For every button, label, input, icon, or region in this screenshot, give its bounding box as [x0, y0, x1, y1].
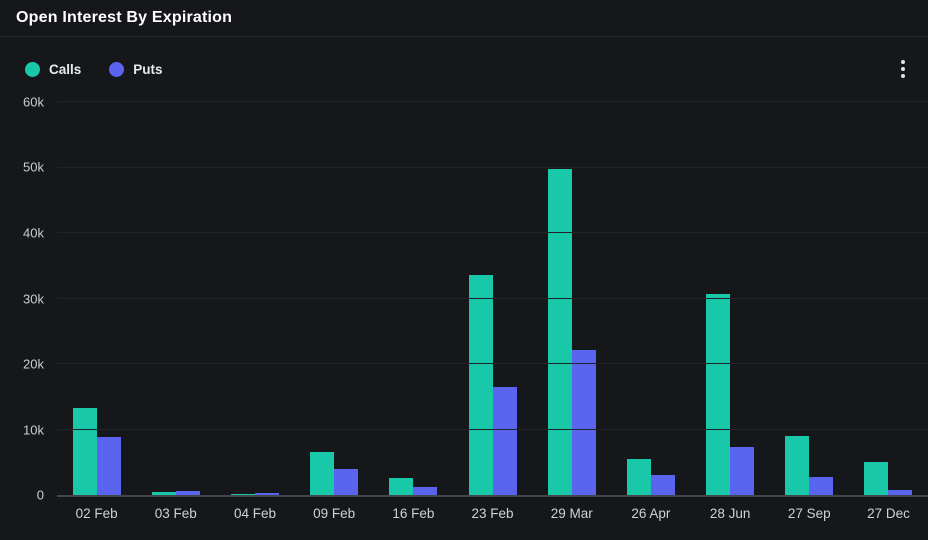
gridline-40k	[57, 232, 928, 234]
bars-layer	[57, 102, 928, 495]
bar-puts[interactable]	[650, 474, 675, 495]
bar-calls[interactable]	[626, 458, 651, 495]
bar-group-27-sep	[770, 102, 849, 495]
kebab-menu-icon[interactable]	[892, 56, 914, 82]
bar-puts[interactable]	[96, 437, 121, 495]
y-axis-tick-label: 40k	[23, 225, 44, 241]
bar-puts[interactable]	[334, 468, 359, 495]
bar-calls[interactable]	[785, 436, 810, 495]
bar-group-26-apr	[611, 102, 690, 495]
bar-puts[interactable]	[730, 447, 755, 495]
bar-puts[interactable]	[809, 477, 834, 495]
legend-item-puts[interactable]: Puts	[109, 61, 163, 77]
gridline-30k	[57, 297, 928, 299]
bar-puts[interactable]	[492, 386, 517, 495]
y-axis-tick-label: 0	[36, 487, 44, 503]
bar-puts[interactable]	[413, 486, 438, 495]
gridline-50k	[57, 166, 928, 168]
x-axis-label: 09 Feb	[313, 506, 356, 521]
bar-group-16-feb	[374, 102, 453, 495]
bar-calls[interactable]	[864, 461, 889, 495]
gridline-20k	[57, 363, 928, 365]
bar-group-27-dec	[849, 102, 928, 495]
bar-puts[interactable]	[175, 491, 200, 495]
y-axis-tick-label: 60k	[23, 94, 44, 110]
bar-calls[interactable]	[151, 492, 176, 495]
gridline-60k	[57, 101, 928, 102]
x-axis-label: 23 Feb	[471, 506, 514, 521]
puts-series-dot-icon	[109, 61, 125, 77]
legend-label: Puts	[133, 61, 163, 77]
page-title: Open Interest By Expiration	[16, 9, 233, 26]
panel-header: Open Interest By Expiration	[0, 0, 928, 37]
plot-area: 0 10k 20k 30k 40k 50k 60k	[23, 95, 928, 503]
bar-calls[interactable]	[547, 169, 572, 495]
x-axis-label: 26 Apr	[631, 506, 671, 521]
legend-item-calls[interactable]: Calls	[25, 61, 82, 77]
calls-series-dot-icon	[25, 61, 40, 77]
x-axis-label: 03 Feb	[154, 506, 197, 521]
bar-group-09-feb	[295, 102, 374, 495]
y-axis-tick-label: 10k	[23, 422, 44, 437]
bar-puts[interactable]	[888, 490, 913, 495]
bar-group-04-feb	[215, 102, 294, 495]
x-axis-label: 04 Feb	[233, 506, 276, 521]
legend-label: Calls	[49, 61, 82, 77]
y-axis-tick-label: 30k	[23, 291, 44, 306]
bar-calls[interactable]	[389, 477, 414, 495]
x-axis-label: 28 Jun	[709, 506, 751, 521]
y-axis-tick-label: 20k	[23, 356, 44, 372]
chart-toolbar: Calls Puts	[0, 53, 928, 85]
x-axis-label: 16 Feb	[392, 506, 435, 521]
x-axis-label: 02 Feb	[75, 506, 118, 521]
x-axis-label: 29 Mar	[550, 506, 593, 521]
bar-group-03-feb	[136, 102, 215, 495]
chart-legend: Calls Puts	[25, 61, 163, 77]
bar-calls[interactable]	[310, 452, 335, 495]
bar-group-28-jun	[691, 102, 770, 495]
bar-group-23-feb	[453, 102, 532, 495]
bar-puts[interactable]	[254, 493, 279, 495]
bar-calls[interactable]	[468, 274, 493, 495]
bar-calls[interactable]	[230, 494, 255, 495]
gridline-10k	[57, 428, 928, 430]
x-axis: 02 Feb 03 Feb 04 Feb 09 Feb 16 Feb 23 Feb 29 M…	[57, 497, 928, 521]
bar-puts[interactable]	[571, 350, 596, 495]
bar-calls[interactable]	[72, 407, 97, 495]
bar-calls[interactable]	[706, 293, 731, 495]
x-axis-label: 27 Dec	[867, 506, 910, 521]
x-axis-label: 27 Sep	[787, 506, 831, 521]
bar-group-29-mar	[532, 102, 611, 495]
bar-chart: 0 10k 20k 30k 40k 50k 60k 02 Feb 03 Feb 04 Feb 09…	[0, 95, 928, 521]
bar-group-02-feb	[57, 102, 136, 495]
y-axis-tick-label: 50k	[23, 159, 44, 175]
